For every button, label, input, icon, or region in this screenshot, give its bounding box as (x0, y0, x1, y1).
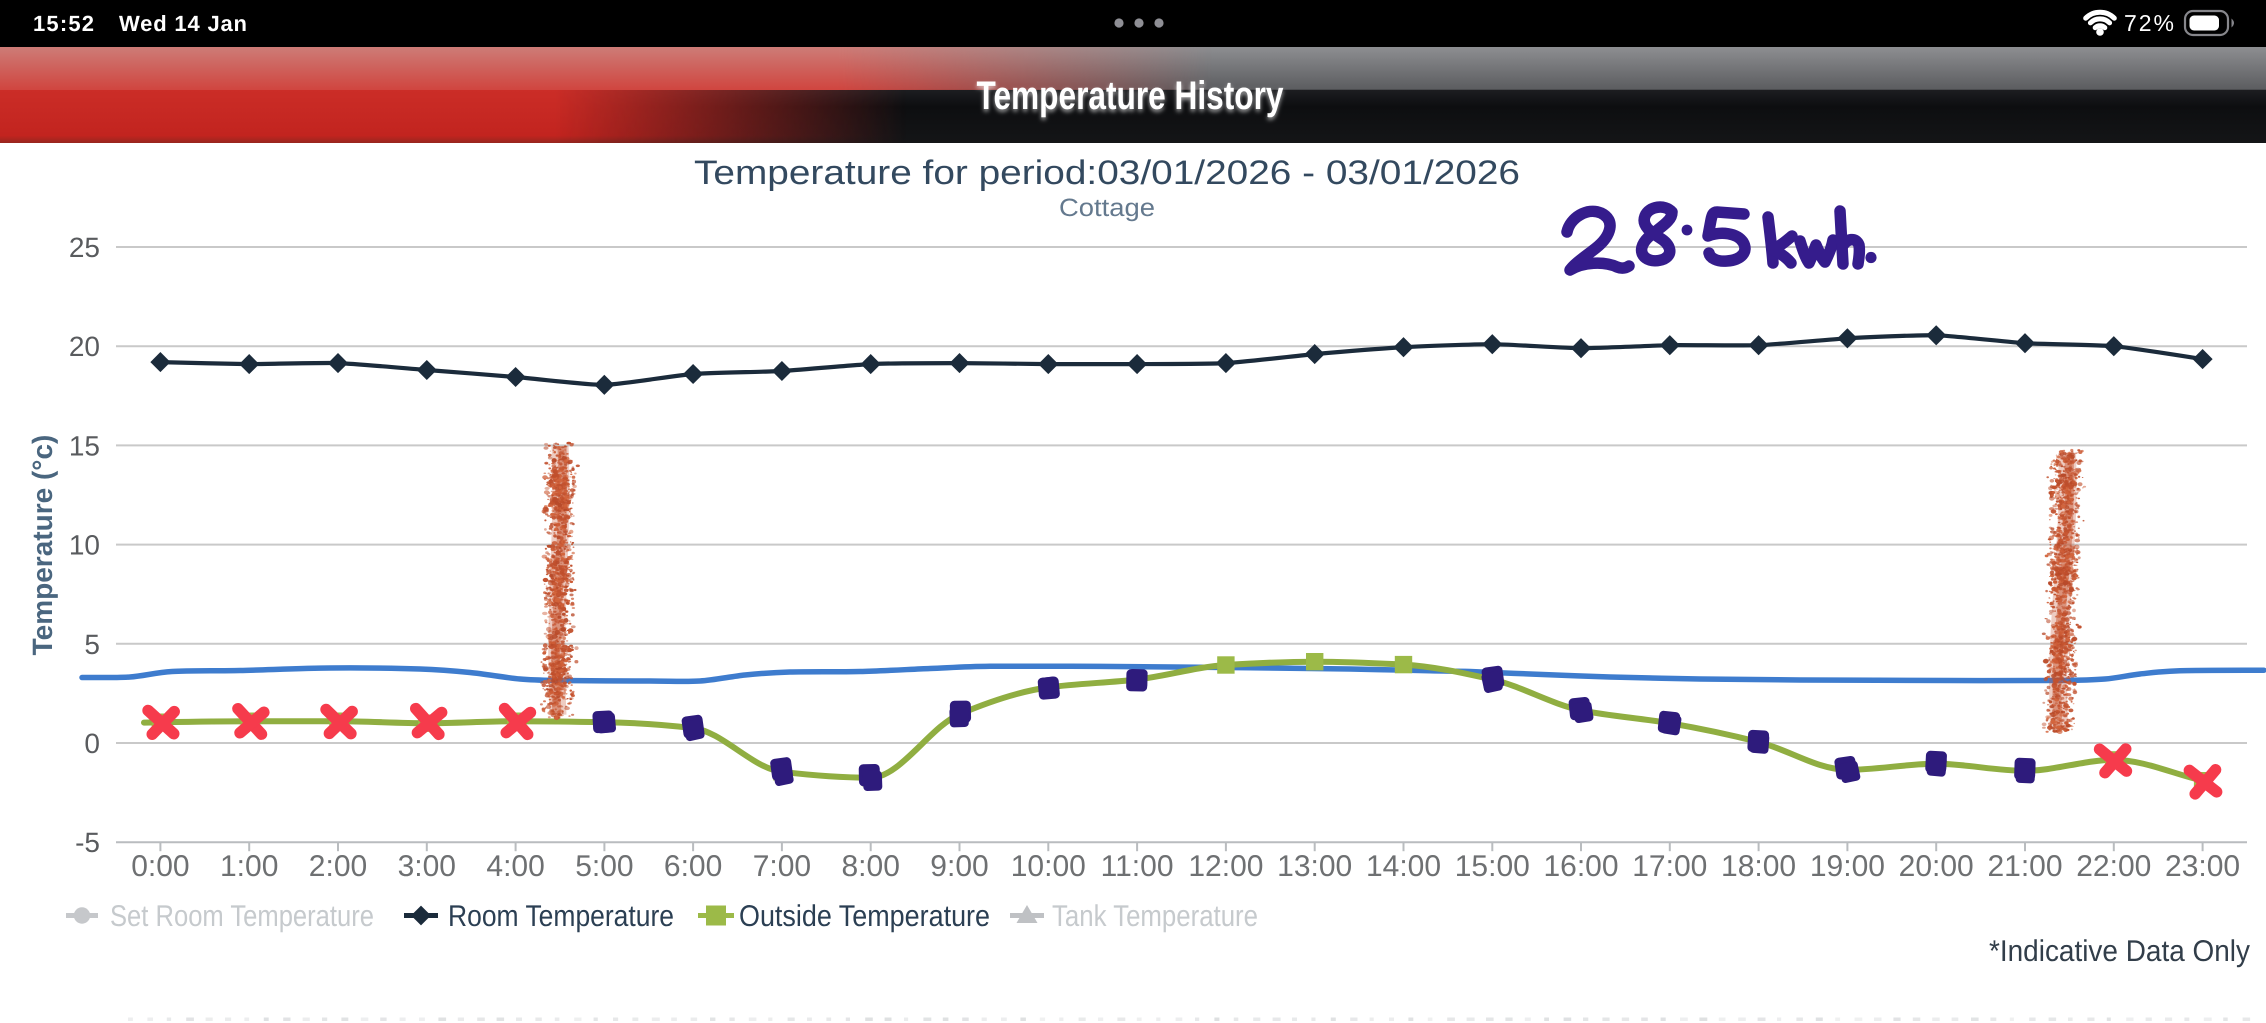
svg-text:Tank Temperature: Tank Temperature (1052, 900, 1258, 933)
svg-text:11:00: 11:00 (1101, 850, 1174, 883)
svg-text:10: 10 (69, 530, 100, 561)
svg-text:Cottage: Cottage (1059, 194, 1155, 222)
svg-text:16:00: 16:00 (1543, 850, 1618, 883)
svg-text:15:00: 15:00 (1455, 850, 1530, 883)
svg-text:3:00: 3:00 (398, 850, 456, 883)
svg-text:2:00: 2:00 (309, 850, 367, 883)
svg-text:4:00: 4:00 (486, 850, 544, 883)
svg-text:72%: 72% (2124, 10, 2174, 36)
svg-text:12:00: 12:00 (1188, 850, 1263, 883)
svg-text:Wed 14 Jan: Wed 14 Jan (119, 11, 247, 36)
svg-text:9:00: 9:00 (930, 850, 988, 883)
svg-text:17:00: 17:00 (1632, 850, 1707, 883)
svg-text:18:00: 18:00 (1721, 850, 1796, 883)
svg-text:14:00: 14:00 (1366, 850, 1441, 883)
svg-text:0: 0 (84, 728, 100, 759)
svg-text:13:00: 13:00 (1277, 850, 1352, 883)
svg-text:25: 25 (69, 232, 100, 263)
svg-text:22:00: 22:00 (2076, 850, 2151, 883)
svg-text:*Indicative Data Only: *Indicative Data Only (1989, 935, 2250, 968)
svg-text:21:00: 21:00 (1987, 850, 2062, 883)
svg-text:20:00: 20:00 (1899, 850, 1974, 883)
svg-text:19:00: 19:00 (1810, 850, 1885, 883)
svg-text:8:00: 8:00 (842, 850, 900, 883)
svg-text:0:00: 0:00 (131, 850, 189, 883)
svg-text:-5: -5 (75, 827, 100, 858)
svg-text:15: 15 (69, 430, 100, 461)
svg-text:Room Temperature: Room Temperature (448, 900, 674, 933)
svg-text:15:52: 15:52 (33, 11, 94, 36)
svg-text:Outside Temperature: Outside Temperature (739, 900, 990, 933)
svg-text:7:00: 7:00 (753, 850, 811, 883)
svg-text:1:00: 1:00 (220, 850, 278, 883)
svg-text:23:00: 23:00 (2165, 850, 2240, 883)
svg-text:Temperature for period:03/01/2: Temperature for period:03/01/2026 - 03/0… (694, 154, 1520, 192)
svg-text:10:00: 10:00 (1011, 850, 1086, 883)
svg-text:Set Room Temperature: Set Room Temperature (110, 900, 374, 933)
svg-text:Temperature (°c): Temperature (°c) (27, 435, 58, 656)
svg-text:20: 20 (69, 331, 100, 362)
svg-text:Temperature History: Temperature History (977, 74, 1285, 118)
svg-text:6:00: 6:00 (664, 850, 722, 883)
svg-text:5: 5 (84, 629, 100, 660)
svg-text:5:00: 5:00 (575, 850, 633, 883)
